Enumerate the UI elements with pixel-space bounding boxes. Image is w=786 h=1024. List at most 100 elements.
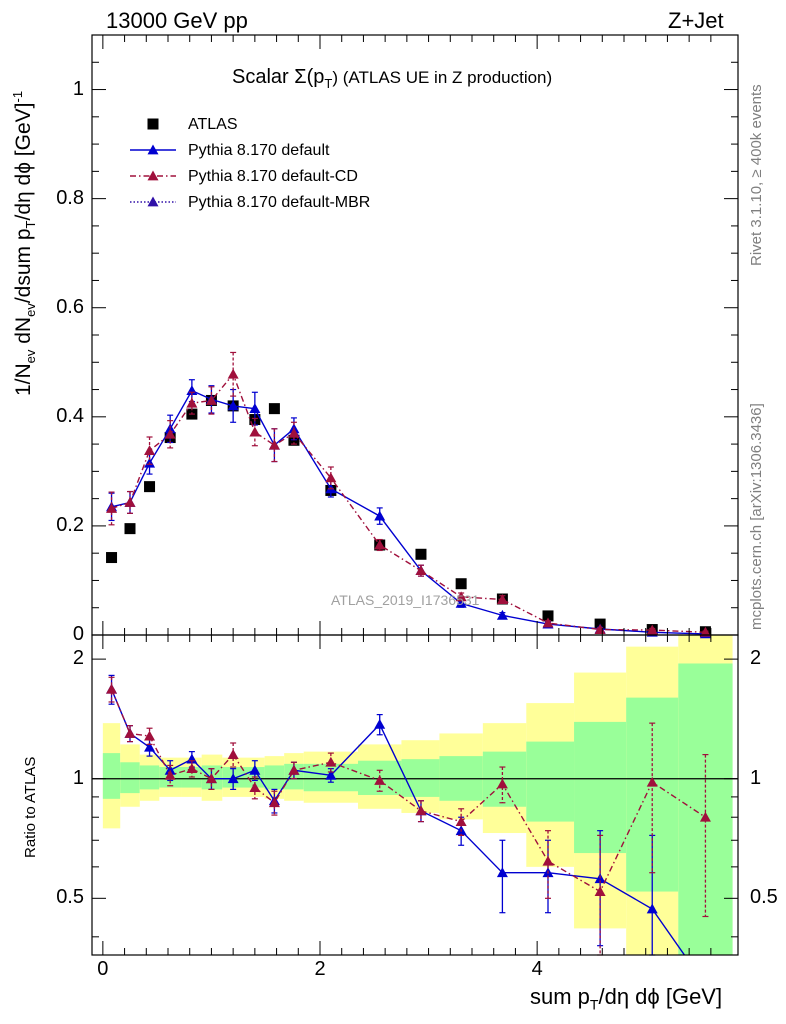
ratio-y-tick-label-right: 1	[750, 766, 762, 789]
atlas-data-point	[415, 548, 427, 560]
ratio-point-default-cd	[144, 730, 156, 741]
main-point-default-cd	[374, 539, 386, 550]
ratio-point-default-cd	[496, 778, 508, 789]
ratio-y-tick-label-right: 0.5	[750, 886, 778, 909]
main-point-default	[455, 597, 467, 608]
main-point-default-cd	[205, 394, 217, 405]
main-point-default-cd	[646, 624, 658, 635]
main-point-default-cd	[186, 397, 198, 408]
legend-markers	[130, 118, 176, 207]
main-point-default-cd	[144, 445, 156, 456]
ratio-point-default-cd	[325, 756, 337, 767]
ratio-inner-band	[526, 741, 575, 822]
ratio-point-default-cd	[542, 855, 554, 866]
ratio-inner-band	[102, 753, 121, 799]
ratio-inner-band	[264, 765, 285, 790]
atlas-data-point	[106, 552, 118, 564]
plot-title: Scalar Σ(pT) (ATLAS UE in Z production)	[232, 66, 553, 91]
y-tick-label: 0.8	[56, 186, 84, 209]
energy-label: 13000 GeV pp	[106, 8, 248, 33]
ratio-point-default-cd	[186, 763, 198, 774]
legend-marker-1	[147, 144, 159, 155]
legend-marker-3	[147, 196, 159, 207]
main-point-default-cd	[699, 626, 711, 637]
x-axis-title: sum pT/dη dϕ [GeV]	[530, 984, 723, 1013]
ratio-inner-band	[139, 765, 160, 790]
axis-ticks	[92, 34, 738, 955]
ratio-point-default-cd	[268, 797, 280, 808]
ratio-y-tick-label-right: 2	[750, 647, 762, 670]
ratio-point-default	[249, 764, 261, 775]
ratio-y-tick-label-left: 0.5	[56, 886, 84, 909]
y-tick-label: 0.2	[56, 513, 84, 536]
main-point-default	[249, 403, 261, 414]
rivet-version-label: Rivet 3.1.10, ≥ 400k events	[748, 84, 765, 266]
ratio-point-default-cd	[124, 727, 136, 738]
main-point-default-cd	[268, 439, 280, 450]
process-label: Z+Jet	[668, 8, 724, 33]
main-point-default	[374, 510, 386, 521]
ratio-point-default-cd	[594, 886, 606, 896]
ratio-uncertainty-bands	[102, 635, 733, 955]
main-series-layer	[106, 351, 711, 639]
ratio-inner-band	[401, 759, 440, 797]
ratio-point-default	[164, 764, 176, 775]
ratio-point-default	[144, 741, 156, 752]
legend-marker-2	[147, 170, 159, 181]
ratio-series-layer	[106, 674, 711, 956]
ratio-point-default	[227, 773, 239, 784]
ratio-y-tick-label-left: 2	[72, 647, 84, 670]
mcplots-label: mcplots.cern.ch [arXiv:1306.3436]	[748, 403, 765, 630]
main-point-default-cd	[594, 624, 606, 634]
y-axis-title-main: 1/Nev dNev/dsum pT/dη dϕ [GeV]-1	[10, 90, 39, 396]
ratio-point-default-cd	[249, 782, 261, 792]
atlas-data-point	[542, 610, 554, 622]
ratio-point-default	[496, 867, 508, 878]
atlas-data-point	[144, 481, 156, 493]
main-point-default-cd	[325, 472, 337, 483]
ratio-point-default-cd	[288, 764, 300, 775]
legend-label-default-cd: Pythia 8.170 default-CD	[188, 168, 358, 185]
ratio-point-default	[325, 769, 337, 780]
ratio-point-default-cd	[227, 749, 239, 760]
y-tick-label: 0.6	[56, 295, 84, 318]
main-point-default-cd	[542, 617, 554, 628]
x-tick-label: 4	[531, 958, 543, 980]
atlas-data-point	[124, 523, 136, 535]
x-tick-label: 0	[97, 958, 109, 980]
ratio-point-default-cd	[455, 816, 467, 826]
ratio-point-default-cd	[415, 805, 427, 816]
legend-label-default-mbr: Pythia 8.170 default-MBR	[188, 194, 371, 211]
main-point-default-cd	[124, 496, 136, 507]
main-point-default-cd	[415, 565, 427, 576]
y-tick-label: 1	[72, 77, 84, 100]
main-point-default	[227, 400, 239, 411]
atlas-data-point	[455, 578, 467, 590]
ratio-point-default-cd	[699, 811, 711, 822]
ratio-point-default-cd	[646, 776, 658, 787]
ratio-point-default-cd	[374, 774, 386, 785]
main-point-default-cd	[496, 594, 508, 604]
atlas-data-point	[268, 403, 280, 415]
main-point-default-cd	[288, 427, 300, 438]
ratio-point-default	[374, 718, 386, 729]
main-point-default	[496, 609, 508, 620]
main-point-default-cd	[164, 428, 176, 439]
main-point-default-cd	[106, 502, 118, 513]
analysis-watermark: ATLAS_2019_I1736531	[331, 592, 480, 608]
ratio-point-default-cd	[164, 769, 176, 780]
ratio-point-default-cd	[205, 773, 217, 784]
ratio-point-default	[646, 903, 658, 914]
ratio-inner-band	[120, 762, 140, 794]
ratio-y-tick-label-left: 1	[72, 766, 84, 789]
main-point-default-cd	[249, 426, 261, 437]
main-point-default-cd	[455, 591, 467, 602]
ratio-panel-frame	[91, 634, 739, 956]
x-tick-label: 2	[314, 958, 326, 980]
legend-label-atlas: ATLAS	[188, 116, 238, 133]
legend-marker-atlas	[147, 118, 159, 130]
main-point-default-cd	[227, 368, 239, 379]
ratio-point-default-cd	[106, 683, 118, 694]
y-tick-label: 0	[72, 623, 84, 645]
